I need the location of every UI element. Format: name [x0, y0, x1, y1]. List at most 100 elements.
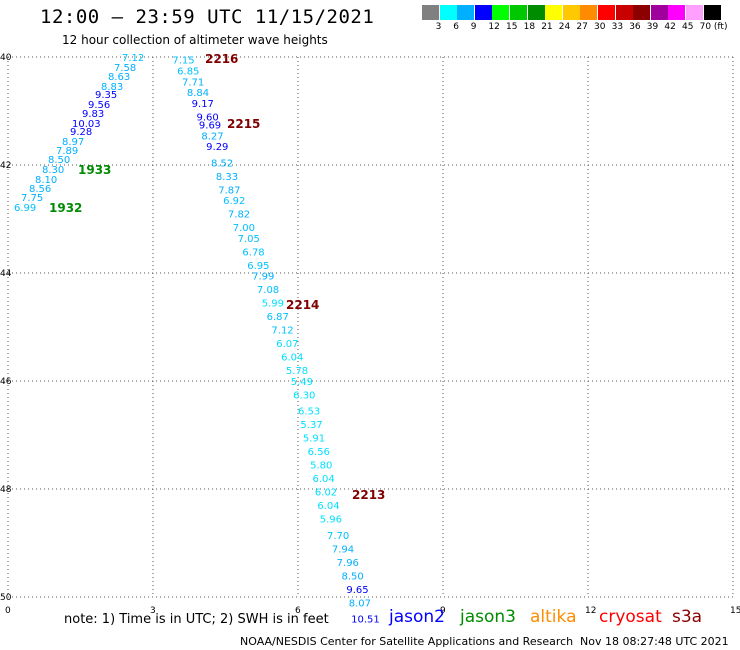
legend-swatch: [580, 5, 598, 20]
legend-label: 70 (ft): [699, 22, 728, 32]
legend-label: 45: [682, 22, 694, 32]
wave-height-value: 5.96: [320, 515, 342, 526]
wave-height-value: 5.37: [300, 420, 322, 431]
wave-height-value: 7.58: [114, 63, 136, 74]
legend-label: 24: [558, 22, 571, 32]
page-subtitle: 12 hour collection of altimeter wave hei…: [62, 33, 328, 47]
legend-swatch: [633, 5, 651, 20]
legend-swatch: [650, 5, 668, 20]
wave-height-value: 7.87: [218, 185, 240, 196]
legend-swatch: [668, 5, 686, 20]
wave-height-value: 7.99: [252, 272, 274, 283]
wave-height-value: 8.56: [29, 184, 51, 195]
y-tick-label: 42: [0, 161, 11, 171]
wave-height-value: 6.87: [267, 312, 289, 323]
x-tick-label: 6: [295, 606, 301, 616]
wave-height-value: 5.91: [303, 434, 325, 445]
wave-height-value: 7.12: [271, 326, 293, 337]
wave-height-value: 9.69: [199, 121, 221, 132]
legend-label: 42: [664, 22, 676, 32]
y-tick-label: 44: [0, 269, 12, 279]
satellite-name-cryosat: cryosat: [599, 607, 662, 627]
legend-label: 9: [470, 22, 477, 32]
wave-height-value: 6.85: [177, 67, 199, 78]
legend-label: 33: [611, 22, 624, 32]
wave-height-value: 6.04: [281, 353, 303, 364]
x-tick-label: 12: [585, 606, 596, 616]
wave-height-value: 8.50: [48, 155, 70, 166]
wave-height-value: 6.30: [293, 391, 315, 402]
legend-label: 39: [646, 22, 659, 32]
wave-height-value: 9.35: [95, 90, 117, 101]
wave-height-value: 5.80: [310, 461, 332, 472]
wave-height-value: 6.04: [317, 501, 339, 512]
footer-credit: NOAA/NESDIS Center for Satellite Applica…: [240, 635, 574, 648]
legend-swatch: [686, 5, 703, 20]
pass-label: 2213: [352, 488, 385, 502]
wave-height-value: 6.78: [242, 247, 264, 258]
wave-height-value: 7.75: [21, 193, 43, 204]
wave-height-value: 7.96: [337, 558, 359, 569]
y-tick-label: 40: [0, 53, 12, 63]
wave-height-value: 10.51: [351, 615, 380, 626]
wave-height-value: 7.82: [228, 210, 250, 221]
wave-height-value: 8.84: [187, 88, 209, 99]
wave-height-value: 8.33: [216, 172, 238, 183]
legend-swatch: [545, 5, 563, 20]
legend-label: 21: [541, 22, 553, 32]
wave-height-value: 8.83: [101, 82, 123, 93]
wave-height-value: 9.60: [197, 112, 219, 123]
wave-height-value: 8.52: [211, 158, 233, 169]
satellite-name-altika: altika: [530, 607, 577, 627]
wave-height-value: 8.27: [201, 131, 223, 142]
legend-label: 18: [523, 22, 536, 32]
wave-height-value: 7.71: [182, 77, 204, 88]
wave-height-value: 9.29: [206, 142, 228, 153]
wave-height-value: 7.08: [257, 285, 279, 296]
wave-height-value: 8.30: [42, 165, 64, 176]
wave-height-value: 7.05: [238, 234, 260, 245]
legend-label: 6: [453, 22, 459, 32]
pass-label: 2216: [205, 52, 238, 66]
x-tick-label: 9: [440, 606, 446, 616]
wave-height-value: 7.00: [233, 223, 255, 234]
legend-swatch: [492, 5, 510, 20]
wave-height-value: 7.12: [122, 53, 144, 64]
wave-height-value: 7.94: [332, 544, 354, 555]
legend-swatch: [510, 5, 527, 20]
pass-label: 1933: [78, 163, 111, 177]
legend-label: 12: [488, 22, 500, 32]
wave-height-value: 5.99: [262, 299, 284, 310]
page-title: 12:00 – 23:59 UTC 11/15/2021: [40, 6, 375, 28]
legend-swatch: [527, 5, 545, 20]
y-tick-label: 48: [0, 485, 12, 495]
pass-label: 2214: [286, 298, 319, 312]
y-tick-label: 46: [0, 377, 12, 387]
satellite-name-s3a: s3a: [672, 607, 703, 627]
wave-height-value: 7.70: [327, 531, 349, 542]
x-tick-label: 15: [730, 606, 740, 616]
legend-label: 36: [629, 22, 641, 32]
legend-swatch: [457, 5, 475, 20]
wave-height-value: 8.07: [349, 598, 371, 609]
legend-swatch: [615, 5, 633, 20]
wave-height-value: 9.56: [88, 100, 110, 111]
legend-swatch: [474, 5, 492, 20]
wave-height-value: 8.63: [108, 72, 130, 83]
wave-height-value: 9.28: [70, 127, 92, 138]
wave-height-value: 6.02: [315, 488, 337, 499]
footnote: note: 1) Time is in UTC; 2) SWH is in fe…: [64, 612, 329, 627]
wave-height-value: 9.83: [82, 109, 104, 120]
wave-height-value: 8.10: [35, 175, 57, 186]
x-tick-label: 0: [5, 606, 11, 616]
legend-swatch: [422, 5, 439, 20]
y-tick-label: 50: [0, 593, 12, 603]
pass-label: 1932: [49, 201, 82, 215]
satellite-name-jason3: jason3: [460, 607, 516, 627]
wave-height-value: 5.78: [286, 366, 308, 377]
legend-swatch: [439, 5, 457, 20]
wave-height-value: 7.15: [172, 56, 194, 67]
legend-label: 30: [594, 22, 606, 32]
wave-height-value: 10.03: [72, 119, 101, 130]
